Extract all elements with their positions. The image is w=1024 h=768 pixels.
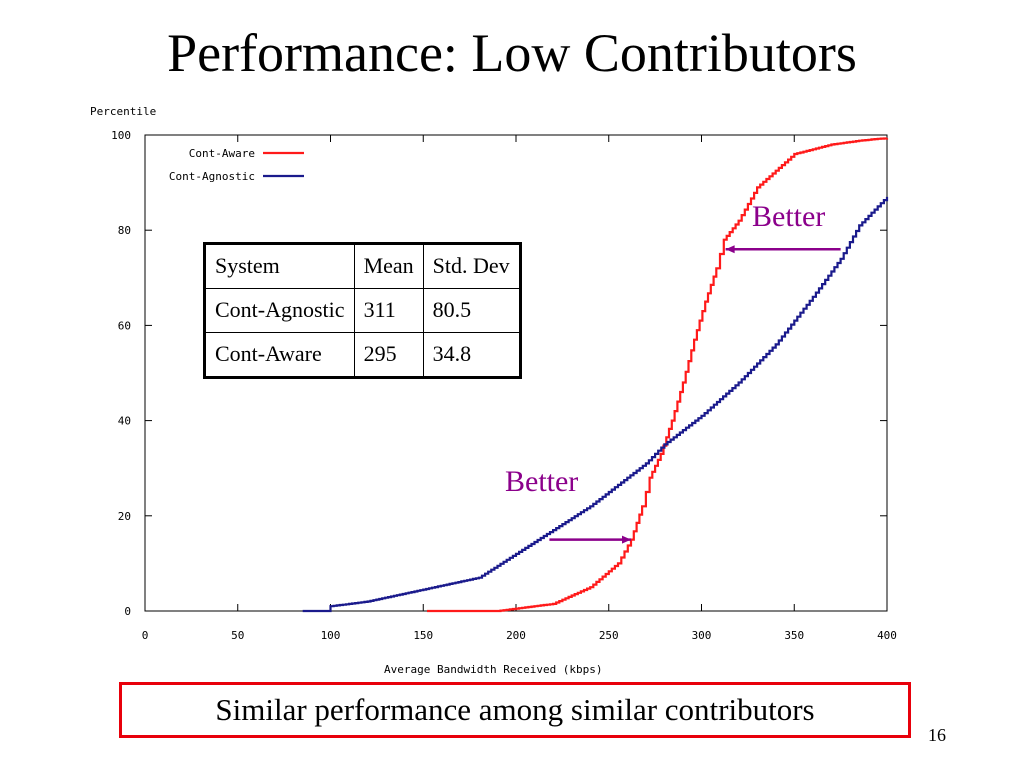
header-system: System	[204, 243, 355, 289]
x-tick-label: 0	[142, 629, 149, 642]
better-arrow-head	[622, 535, 632, 544]
slide-title: Performance: Low Contributors	[167, 23, 857, 83]
series-line-cont-agnostic	[302, 196, 889, 613]
table-header-row: System Mean Std. Dev	[204, 243, 521, 289]
y-axis-label: Percentile	[90, 105, 156, 118]
x-tick-label: 250	[599, 629, 619, 642]
caption-text: Similar performance among similar contri…	[215, 692, 815, 727]
better-annotation-upper: Better	[752, 200, 826, 233]
y-tick-label: 20	[118, 510, 131, 523]
cell-system: Cont-Aware	[204, 332, 355, 378]
y-tick-label: 100	[111, 129, 131, 142]
x-tick-label: 300	[692, 629, 712, 642]
better-arrow-head	[725, 245, 735, 254]
cell-std-dev: 34.8	[422, 332, 521, 378]
y-tick-label: 40	[118, 415, 131, 428]
x-tick-label: 150	[413, 629, 433, 642]
y-tick-label: 0	[124, 605, 131, 618]
header-mean: Mean	[353, 243, 424, 289]
table-row: Cont-Agnostic 311 80.5	[204, 288, 521, 333]
page-number: 16	[928, 725, 946, 745]
series-line-cont-aware	[427, 137, 889, 613]
y-tick-label: 80	[118, 224, 131, 237]
better-annotation-lower: Better	[505, 465, 579, 498]
table-row: Cont-Aware 295 34.8	[204, 332, 521, 378]
header-std-dev: Std. Dev	[422, 243, 521, 289]
cell-mean: 311	[353, 288, 424, 333]
x-tick-label: 350	[784, 629, 804, 642]
stats-table: System Mean Std. Dev Cont-Agnostic 311 8…	[203, 242, 522, 379]
cell-system: Cont-Agnostic	[204, 288, 355, 333]
legend-label: Cont-Agnostic	[169, 170, 255, 183]
caption-box: Similar performance among similar contri…	[119, 682, 911, 738]
cell-mean: 295	[353, 332, 424, 378]
x-tick-label: 100	[321, 629, 341, 642]
x-axis-label: Average Bandwidth Received (kbps)	[384, 663, 603, 676]
legend-label: Cont-Aware	[189, 147, 255, 160]
y-tick-label: 60	[118, 319, 131, 332]
x-tick-label: 400	[877, 629, 897, 642]
cell-std-dev: 80.5	[422, 288, 521, 333]
x-tick-label: 50	[231, 629, 244, 642]
x-tick-label: 200	[506, 629, 526, 642]
